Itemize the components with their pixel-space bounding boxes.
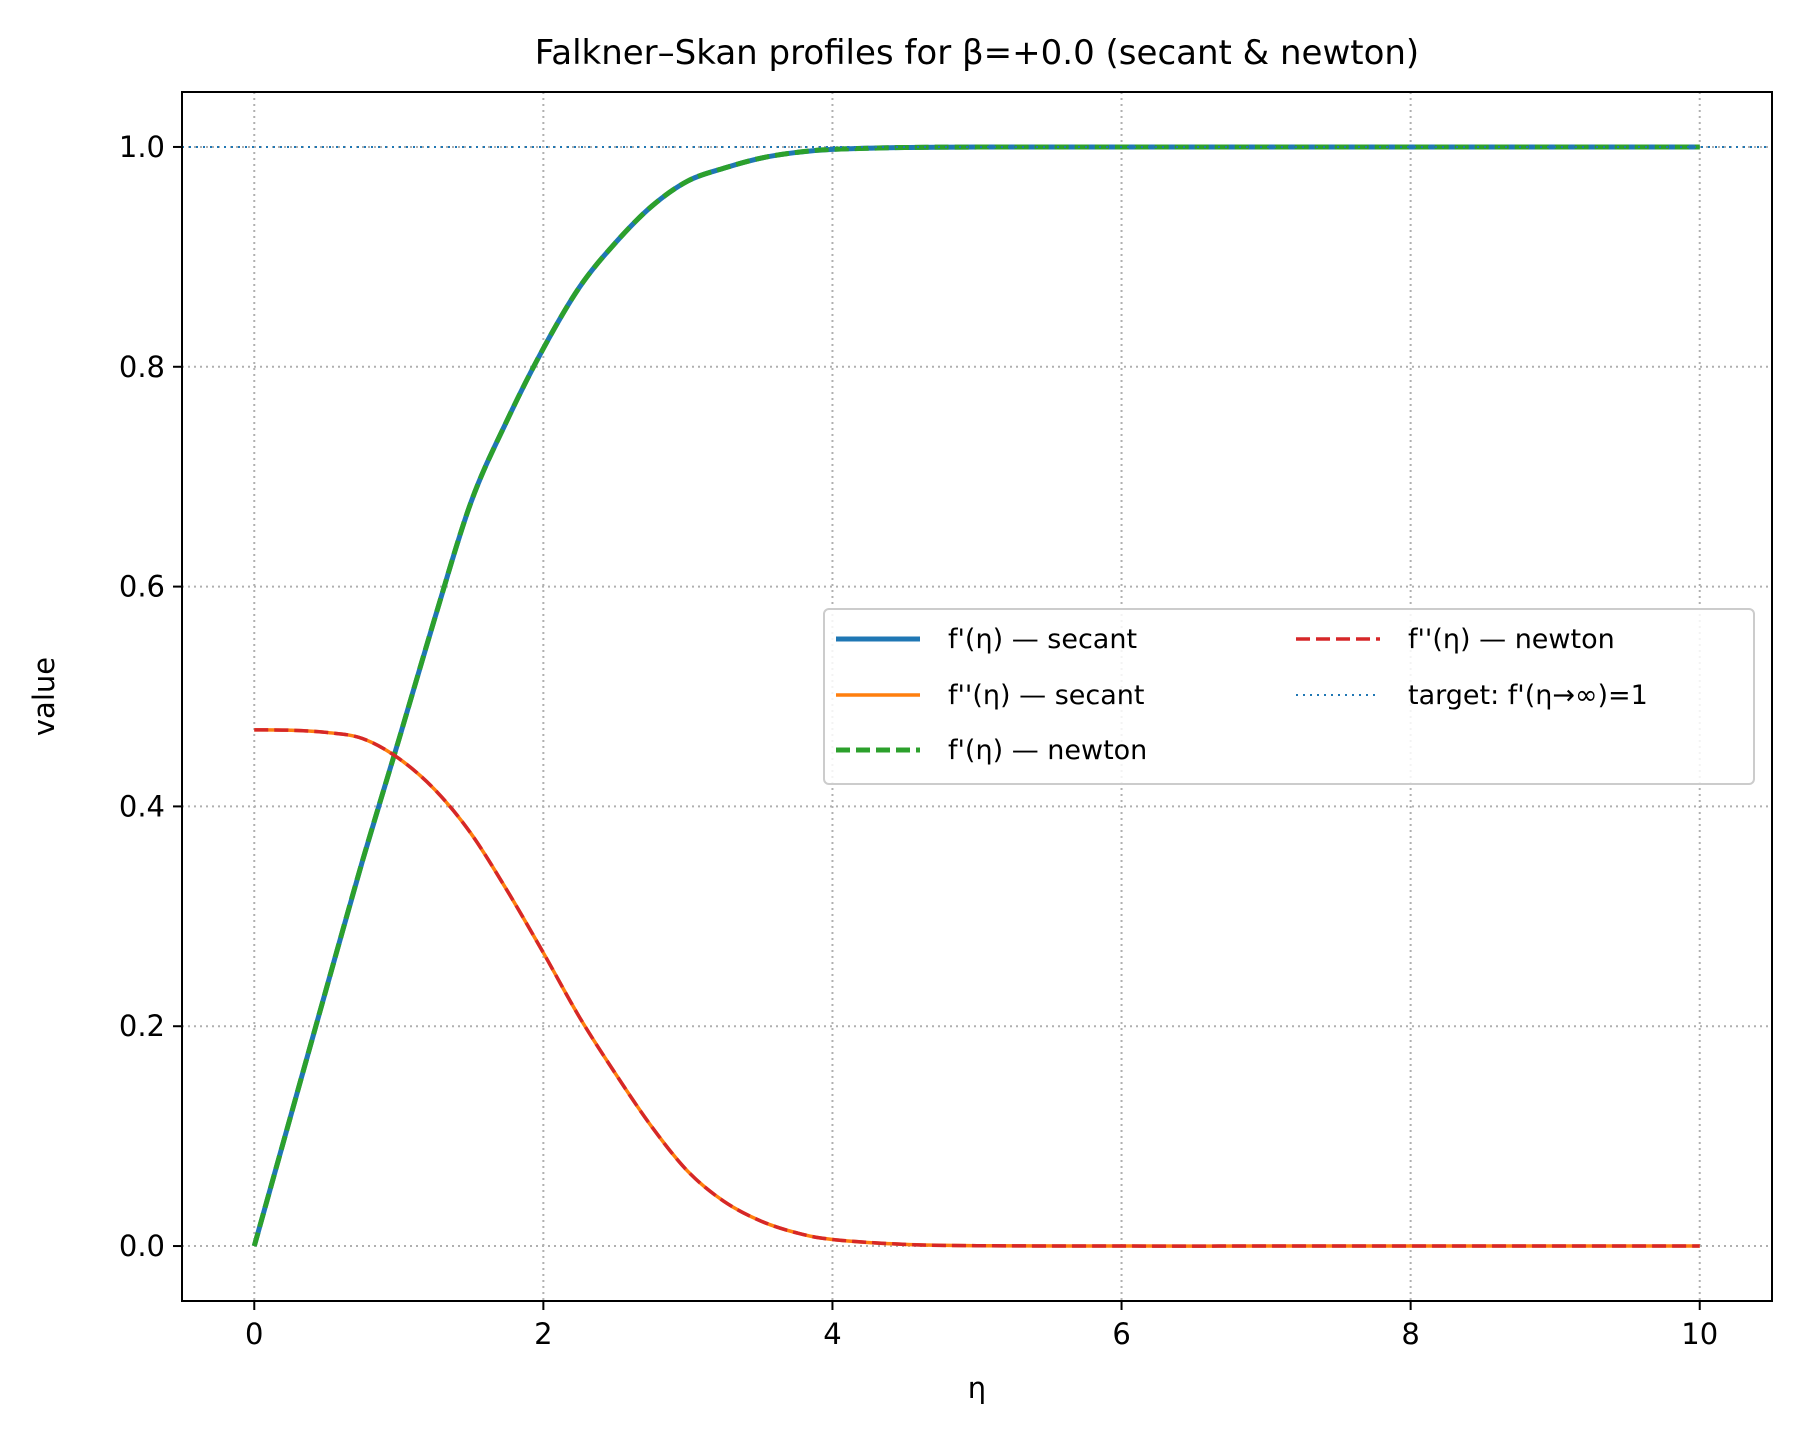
plot-area bbox=[182, 144, 1772, 1248]
x-tick-label: 4 bbox=[823, 1317, 841, 1351]
legend-box bbox=[823, 608, 1755, 785]
legend-label: f''(η) — newton bbox=[1408, 624, 1615, 655]
legend: f'(η) — secant f''(η) — secant f'(η) — new… bbox=[823, 608, 1755, 785]
series-fdoubleprime-newton-line bbox=[254, 728, 1700, 1248]
y-tick-label: 1.0 bbox=[119, 130, 165, 164]
legend-label: f''(η) — secant bbox=[948, 680, 1144, 711]
axes-frame bbox=[181, 91, 1773, 1302]
x-tick-label: 10 bbox=[1681, 1317, 1718, 1351]
y-tick-label: 0.4 bbox=[119, 789, 165, 823]
x-tick-label: 6 bbox=[1112, 1317, 1130, 1351]
legend-label: f'(η) — secant bbox=[948, 624, 1137, 655]
plot-lines bbox=[182, 144, 1772, 1248]
legend-items: f'(η) — secant f''(η) — secant f'(η) — new… bbox=[836, 624, 1648, 766]
x-tick-label: 8 bbox=[1401, 1317, 1419, 1351]
y-tick-label: 0.0 bbox=[119, 1229, 165, 1263]
y-axis-title: value bbox=[27, 657, 61, 736]
grid bbox=[182, 92, 1772, 1301]
y-tick-label: 0.8 bbox=[119, 350, 165, 384]
x-tick-label: 2 bbox=[534, 1317, 552, 1351]
chart-title: Falkner–Skan profiles for β=+0.0 (secant… bbox=[535, 33, 1419, 73]
ticks: 0 2 4 6 8 10 0.0 0.2 0.4 0.6 0.8 1.0 bbox=[119, 130, 1718, 1351]
legend-label: target: f'(η→∞)=1 bbox=[1408, 680, 1648, 711]
y-tick-label: 0.2 bbox=[119, 1009, 165, 1043]
x-tick-label: 0 bbox=[245, 1317, 263, 1351]
series-fprime-newton-line bbox=[251, 144, 1700, 1247]
x-axis-title: η bbox=[968, 1371, 986, 1405]
y-tick-label: 0.6 bbox=[119, 570, 165, 604]
legend-label: f'(η) — newton bbox=[948, 735, 1147, 766]
